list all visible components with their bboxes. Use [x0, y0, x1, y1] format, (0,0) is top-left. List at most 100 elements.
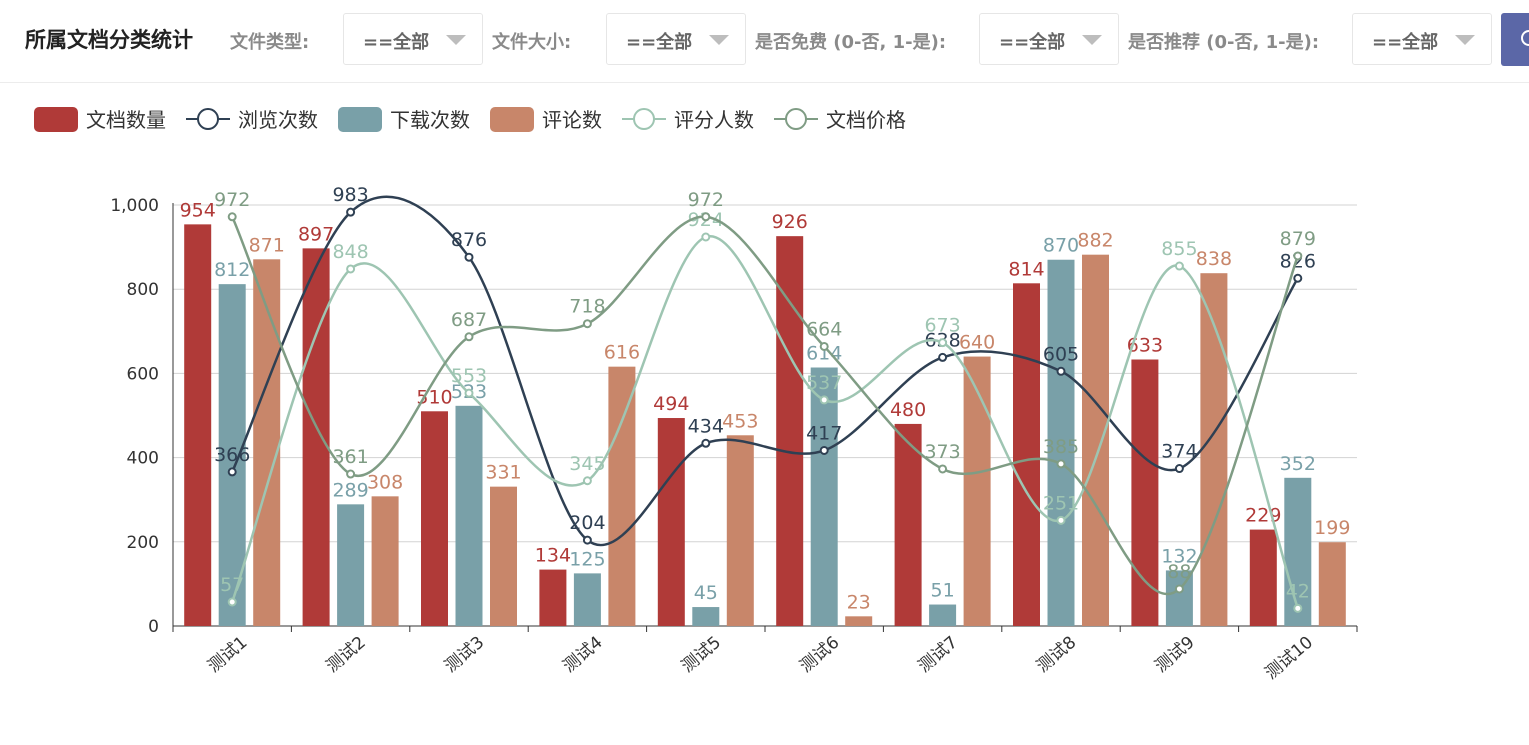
bar-data-label: 289: [332, 479, 368, 501]
legend-label: 评论数: [542, 108, 602, 132]
bar[interactable]: [1249, 529, 1277, 626]
bar[interactable]: [573, 573, 601, 626]
line-point[interactable]: [1293, 603, 1303, 613]
line-data-label: 826: [1280, 250, 1316, 272]
bar[interactable]: [1200, 273, 1228, 626]
bar[interactable]: [218, 284, 246, 626]
file-type-value: ==全部: [363, 32, 430, 53]
line-data-label: 373: [924, 441, 960, 463]
line-point[interactable]: [346, 469, 356, 479]
bar[interactable]: [184, 224, 212, 626]
line-point[interactable]: [464, 252, 474, 262]
line-point[interactable]: [819, 445, 829, 455]
bar-data-label: 926: [772, 211, 808, 233]
line-point[interactable]: [938, 338, 948, 348]
bar[interactable]: [776, 236, 804, 627]
x-tick-label: 测试7: [915, 633, 962, 677]
bar-data-label: 494: [653, 393, 689, 415]
line-point[interactable]: [227, 467, 237, 477]
line-point[interactable]: [938, 352, 948, 362]
bar[interactable]: [845, 616, 873, 626]
line-point[interactable]: [582, 319, 592, 329]
line-point[interactable]: [1174, 464, 1184, 474]
bar[interactable]: [421, 411, 448, 626]
line-point[interactable]: [701, 232, 711, 242]
y-tick-label: 800: [127, 280, 159, 300]
bar[interactable]: [539, 569, 567, 626]
line-point[interactable]: [227, 597, 237, 607]
file-size-value: ==全部: [626, 32, 693, 53]
legend-swatch-marker[interactable]: [197, 108, 219, 130]
bar[interactable]: [810, 367, 838, 626]
is-free-label: 是否免费 (0-否, 1-是):: [755, 32, 947, 53]
file-type-select[interactable]: ==全部: [343, 13, 483, 65]
line-point[interactable]: [464, 332, 474, 342]
line-point[interactable]: [701, 438, 711, 448]
line-data-label: 57: [220, 574, 244, 596]
file-size-label: 文件大小:: [492, 32, 572, 53]
bar-data-label: 812: [214, 259, 250, 281]
bar-data-label: 229: [1245, 505, 1281, 527]
legend-swatch[interactable]: [338, 107, 382, 132]
line-point[interactable]: [819, 395, 829, 405]
bar[interactable]: [490, 486, 517, 626]
line-point[interactable]: [1056, 366, 1066, 376]
file-size-select[interactable]: ==全部: [606, 13, 746, 65]
bar[interactable]: [692, 607, 720, 626]
line-data-label: 972: [688, 189, 724, 211]
line-data-label: 983: [332, 184, 368, 206]
is-free-select[interactable]: ==全部: [979, 13, 1119, 65]
bar[interactable]: [1082, 254, 1109, 627]
x-tick-label: 测试10: [1262, 633, 1317, 684]
line-point[interactable]: [938, 464, 948, 474]
legend-label: 浏览次数: [238, 108, 318, 132]
bar-data-label: 882: [1077, 230, 1113, 252]
legend-swatch[interactable]: [490, 107, 534, 132]
bar[interactable]: [657, 418, 685, 626]
line-point[interactable]: [701, 212, 711, 222]
line-point[interactable]: [1293, 273, 1303, 283]
bar[interactable]: [1047, 259, 1075, 626]
line-point[interactable]: [346, 207, 356, 217]
legend-label: 文档数量: [86, 108, 166, 132]
bar-data-label: 199: [1314, 517, 1350, 539]
line-point[interactable]: [1056, 459, 1066, 469]
bar[interactable]: [371, 496, 399, 626]
line-data-label: 879: [1280, 228, 1316, 250]
bar[interactable]: [608, 366, 636, 626]
bar[interactable]: [929, 604, 957, 626]
line-point[interactable]: [227, 212, 237, 222]
line-point[interactable]: [1056, 515, 1066, 525]
bar[interactable]: [894, 423, 922, 626]
series-line: [231, 195, 1299, 547]
is-recommended-select[interactable]: ==全部: [1352, 13, 1492, 65]
line-point[interactable]: [346, 264, 356, 274]
bar-data-label: 871: [249, 234, 285, 256]
bar-data-label: 132: [1161, 545, 1197, 567]
bar[interactable]: [1131, 359, 1159, 626]
line-point[interactable]: [1174, 584, 1184, 594]
line-point[interactable]: [1174, 261, 1184, 271]
legend-swatch[interactable]: [34, 107, 78, 132]
line-point[interactable]: [819, 341, 829, 351]
bar[interactable]: [1318, 542, 1346, 626]
bar[interactable]: [253, 259, 281, 626]
line-point[interactable]: [582, 476, 592, 486]
line-data-label: 687: [451, 309, 487, 331]
line-point[interactable]: [464, 388, 474, 398]
legend-swatch-marker[interactable]: [785, 108, 807, 130]
bar[interactable]: [455, 405, 483, 626]
line-point[interactable]: [1293, 251, 1303, 261]
search-button[interactable]: [1501, 13, 1529, 66]
line-data-label: 385: [1043, 436, 1079, 458]
bar[interactable]: [1284, 477, 1312, 626]
bar[interactable]: [302, 248, 330, 626]
line-point[interactable]: [582, 535, 592, 545]
bar[interactable]: [963, 356, 991, 626]
bar[interactable]: [1013, 283, 1040, 626]
bar[interactable]: [337, 504, 365, 626]
chevron-down-icon: [1455, 35, 1475, 45]
series-line: [231, 215, 1299, 596]
legend-swatch-marker[interactable]: [633, 108, 655, 130]
bar[interactable]: [726, 435, 754, 626]
